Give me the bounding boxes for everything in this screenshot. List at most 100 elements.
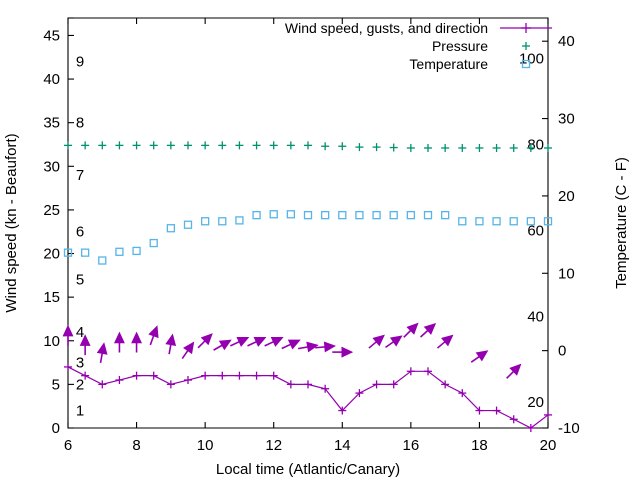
y-axis-left-title: Wind speed (kn - Beaufort) <box>3 133 20 312</box>
pressure-point <box>81 141 90 150</box>
x-tick-label: 14 <box>334 437 351 454</box>
temperature-point <box>235 216 244 225</box>
pressure-point <box>98 141 107 150</box>
temperature-point <box>509 217 518 226</box>
temperature-point <box>303 210 313 220</box>
wind-speed-point <box>406 367 415 376</box>
beaufort-label-8: 8 <box>76 115 84 132</box>
series-pressure <box>64 141 552 152</box>
wind-speed-point <box>372 380 381 389</box>
pressure-point <box>338 142 347 151</box>
legend-label: Pressure <box>432 38 488 54</box>
wind-speed-point <box>304 380 312 389</box>
wind-speed-point <box>458 389 467 398</box>
wind-direction-arrow <box>385 335 403 349</box>
wind-speed-point <box>218 371 227 380</box>
legend-entry: Pressure <box>432 38 530 54</box>
pressure-point <box>372 143 381 152</box>
fahrenheit-label: 20 <box>527 394 544 411</box>
wind-direction-arrow <box>403 322 419 338</box>
wind-speed-point <box>252 371 261 380</box>
pressure-point <box>441 143 450 152</box>
y-tick-label: 45 <box>43 27 60 44</box>
fahrenheit-label: 40 <box>527 308 544 325</box>
legend-entry: Wind speed, gusts, and direction <box>285 20 552 36</box>
beaufort-label-7: 7 <box>76 167 84 184</box>
wind-direction-arrow <box>264 337 284 347</box>
beaufort-label-5: 5 <box>76 272 84 289</box>
pressure-point <box>458 143 467 152</box>
x-tick-label: 6 <box>64 437 72 454</box>
wind-speed-point <box>98 380 107 389</box>
wind-speed-point <box>441 380 450 389</box>
wind-direction-arrow <box>436 334 454 349</box>
temperature-point <box>406 210 416 220</box>
x-tick-label: 16 <box>403 437 420 454</box>
temperature-point <box>526 217 536 226</box>
wind-speed-point <box>269 371 278 380</box>
y-tick-label: 10 <box>43 333 60 350</box>
pressure-point <box>252 141 261 150</box>
pressure-point <box>64 141 72 150</box>
beaufort-label-3: 3 <box>76 355 84 372</box>
temperature-point <box>543 217 553 226</box>
wind-direction-arrow <box>420 323 437 338</box>
y2-tick-label: -10 <box>558 420 580 437</box>
wind-speed-point <box>132 371 141 380</box>
pressure-point <box>115 141 124 150</box>
wind-direction-arrow <box>181 341 195 360</box>
wind-direction-arrow <box>62 324 74 346</box>
wind-speed-point <box>81 371 90 380</box>
fahrenheit-label: 80 <box>527 136 544 153</box>
wind-speed-point <box>355 389 364 398</box>
pressure-point <box>509 143 518 152</box>
wind-direction-arrow <box>79 334 91 356</box>
temperature-point <box>440 210 450 220</box>
temperature-point <box>269 210 278 219</box>
y-tick-label: 0 <box>52 420 60 437</box>
temperature-point <box>338 210 347 220</box>
wind-speed-point <box>475 406 484 415</box>
pressure-point <box>389 143 398 152</box>
wind-speed-point <box>149 371 158 380</box>
wind-speed-point <box>338 406 347 415</box>
pressure-point <box>132 141 141 150</box>
y2-tick-label: 30 <box>558 111 575 128</box>
wind-speed-point <box>166 380 175 389</box>
wind-direction-arrow <box>197 333 213 349</box>
pressure-point <box>286 141 295 150</box>
wind-speed-point <box>492 406 501 415</box>
y-tick-label: 35 <box>43 115 60 132</box>
wind-direction-arrow <box>368 334 385 349</box>
wind-direction-arrow <box>96 342 108 363</box>
beaufort-label-9: 9 <box>76 54 84 71</box>
y-axis-left-ticks: 0 5 10 15 20 25 30 35 40 45 <box>43 17 74 437</box>
y-tick-label: 30 <box>43 158 60 175</box>
pressure-point <box>526 143 535 152</box>
fahrenheit-inner-labels: 20 40 60 80 100 <box>519 50 544 411</box>
temperature-point <box>149 238 158 248</box>
temperature-point <box>458 217 467 226</box>
temperature-point <box>475 217 484 226</box>
wind-direction-arrow <box>131 331 143 353</box>
series-temperature <box>63 210 553 265</box>
temperature-point <box>200 217 210 226</box>
temperature-point <box>218 217 227 226</box>
legend-label: Temperature <box>409 56 488 72</box>
wind-direction-arrows <box>62 322 522 379</box>
wind-direction-arrow <box>470 350 489 363</box>
temperature-point <box>423 210 433 220</box>
beaufort-label-6: 6 <box>76 224 84 241</box>
beaufort-label-2: 2 <box>76 376 84 393</box>
x-tick-label: 20 <box>540 437 557 454</box>
fahrenheit-label: 100 <box>519 50 544 67</box>
wind-speed-point <box>115 376 124 385</box>
x-axis-title: Local time (Atlantic/Canary) <box>216 461 400 478</box>
temperature-point <box>80 248 90 257</box>
pressure-point <box>201 141 210 150</box>
x-tick-label: 8 <box>132 437 140 454</box>
y-axis-right-title: Temperature (C - F) <box>613 157 630 289</box>
pressure-point <box>149 141 158 150</box>
